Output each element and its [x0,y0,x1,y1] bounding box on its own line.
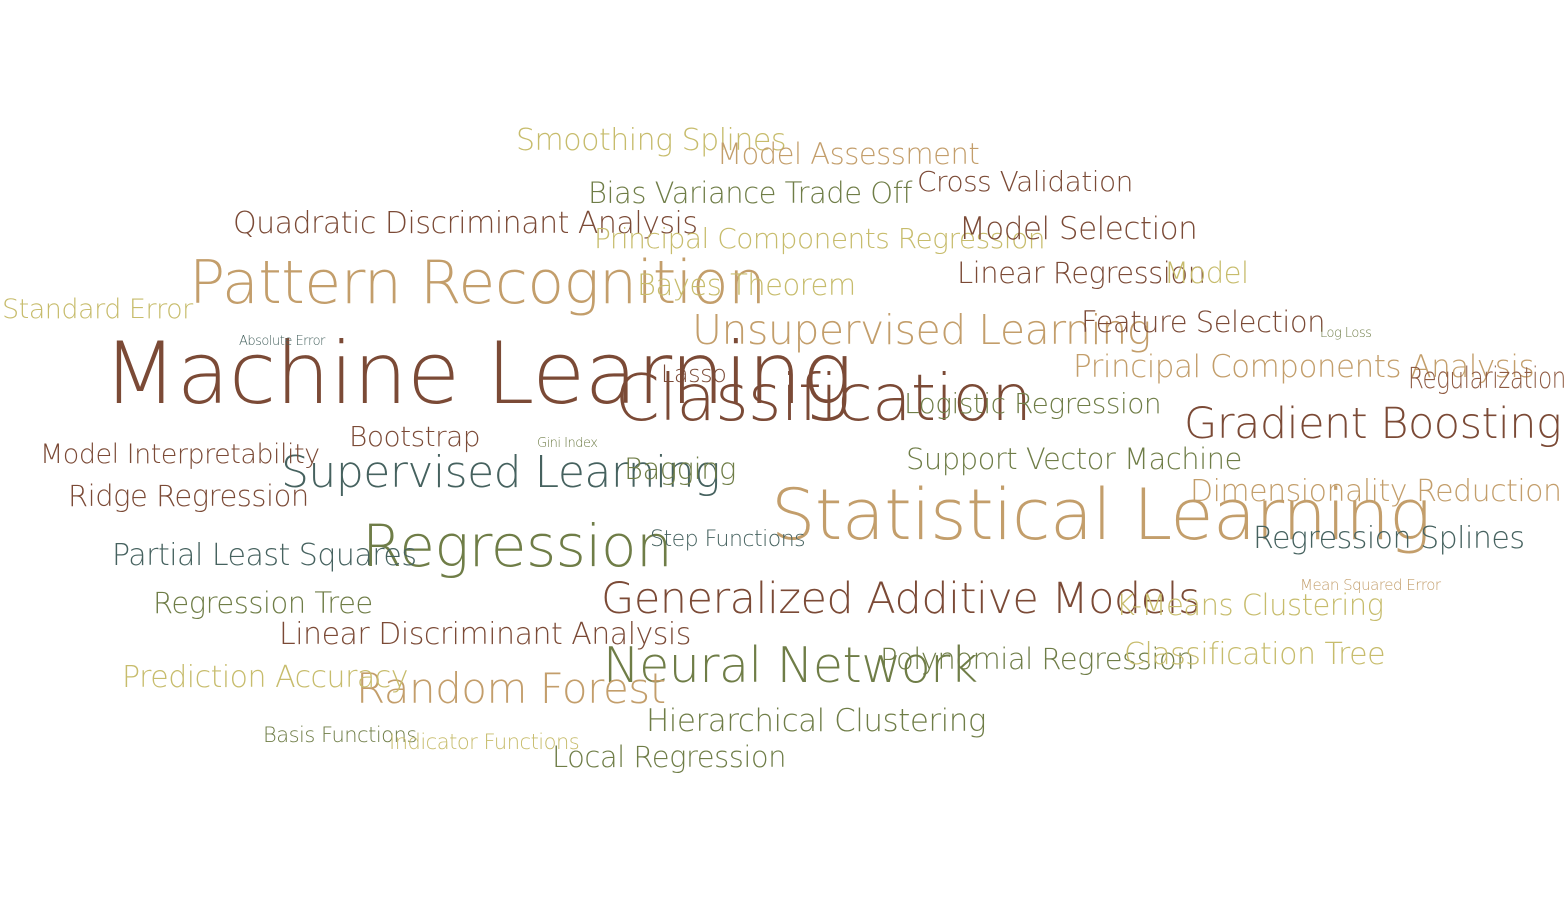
word-regression-tree: Regression Tree [153,586,373,620]
word-regression: Regression [362,512,673,580]
word-neural-network: Neural Network [603,637,978,694]
word-indicator-functions: Indicator Functions [389,730,580,754]
word-polynomial-regression: Polynomial Regression [880,642,1195,676]
word-smoothing-splines: Smoothing Splines [516,123,787,158]
word-k-means-clustering: K-Means Clustering [1116,588,1384,622]
word-basis-functions: Basis Functions [263,723,417,747]
word-mean-squared-error: Mean Squared Error [1300,576,1441,594]
word-absolute-error: Absolute Error [239,334,325,349]
word-log-loss: Log Loss [1320,326,1372,341]
word-model-selection: Model Selection [959,211,1198,247]
word-feature-selection: Feature Selection [1081,305,1325,339]
word-standard-error: Standard Error [2,294,193,325]
word-dimensionality-reduction: Dimensionality Reduction [1190,474,1562,509]
word-gradient-boosting: Gradient Boosting [1184,399,1562,449]
word-support-vector-machine: Support Vector Machine [906,442,1242,476]
word-lasso: Lasso [661,360,727,388]
word-principal-components-analysis: Principal Components Analysis [1073,349,1535,385]
word-regularization: Regularization [1408,361,1566,395]
word-pattern-recognition: Pattern Recognition [189,248,766,318]
word-model-interpretability: Model Interpretability [40,439,320,470]
word-classification-tree: Classification Tree [1124,637,1386,672]
word-hierarchical-clustering: Hierarchical Clustering [646,703,987,739]
word-statistical-learning: Statistical Learning [771,474,1431,556]
word-linear-discriminant-analysis: Linear Discriminant Analysis [279,617,691,652]
word-bagging: Bagging [624,452,736,486]
word-machine-learning: Machine Learning [103,324,853,424]
word-partial-least-squares: Partial Least Squares [112,538,417,573]
word-classification: Classification [615,362,1032,436]
word-supervised-learning: Supervised Learning [281,447,721,498]
word-generalized-additive-models: Generalized Additive Models [601,574,1200,624]
word-bias-variance-trade-off: Bias Variance Trade Off [588,176,913,210]
word-bootstrap: Bootstrap [349,420,481,453]
word-linear-regression: Linear Regression [957,256,1206,290]
word-gini-index: Gini Index [537,436,598,451]
word-model-assessment: Model Assessment [717,137,980,171]
word-regression-splines: Regression Splines [1253,521,1525,556]
word-local-regression: Local Regression [552,740,787,774]
word-quadratic-discriminant-analysis: Quadratic Discriminant Analysis [233,206,698,241]
word-ridge-regression: Ridge Regression [68,479,309,513]
word-unsupervised-learning: Unsupervised Learning [692,306,1151,354]
word-step-functions: Step Functions [650,527,806,552]
word-prediction-accuracy: Prediction Accuracy [122,660,409,695]
word-cross-validation: Cross Validation [917,165,1133,198]
word-principal-components-regression: Principal Components Regression [594,222,1045,255]
word-logistic-regression: Logistic Regression [904,387,1162,420]
word-model: Model [1164,256,1249,290]
word-bayes-theorem: Bayes Theorem [637,268,856,302]
word-random-forest: Random Forest [356,664,666,713]
